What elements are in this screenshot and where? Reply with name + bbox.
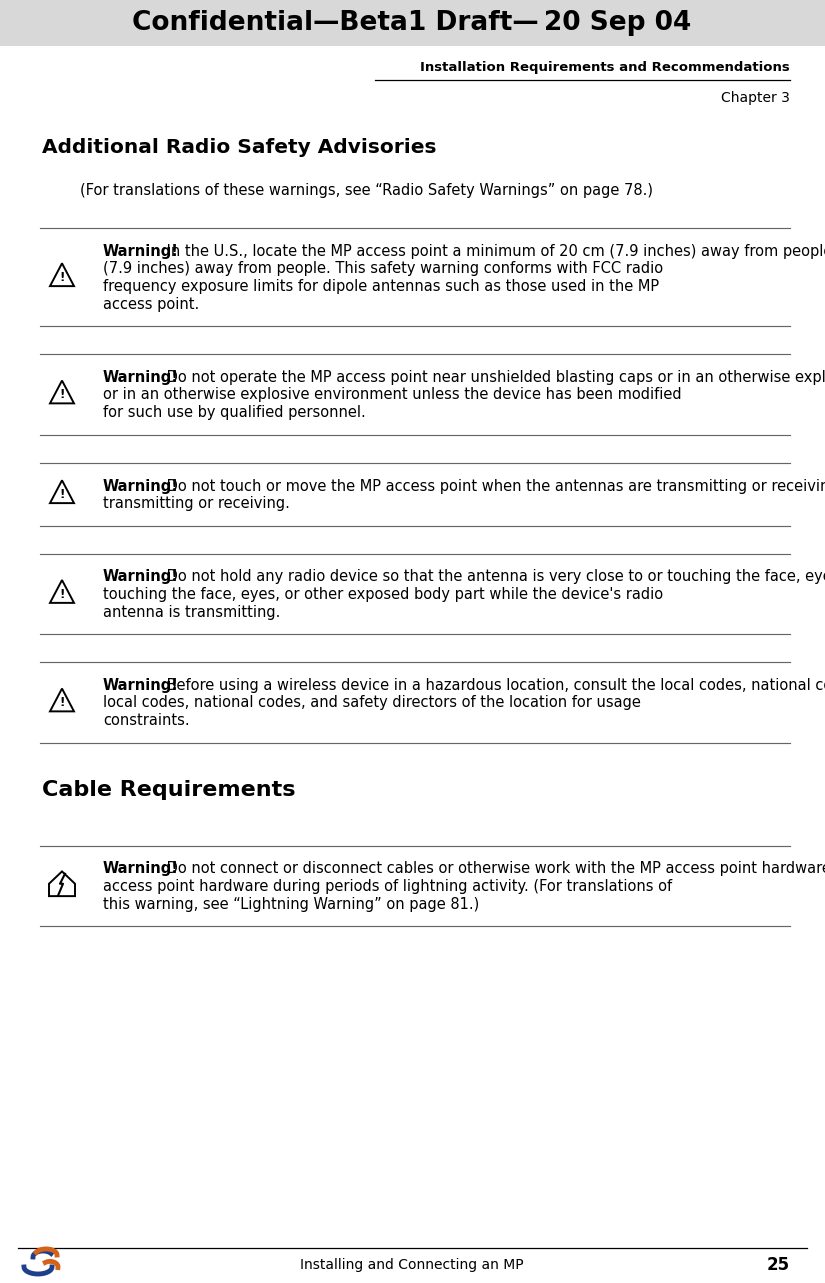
Text: !: ! [59,389,64,402]
Text: !: ! [59,488,64,500]
Text: access point hardware during periods of lightning activity. (For translations of: access point hardware during periods of … [103,879,672,894]
Text: Warning!: Warning! [103,570,179,585]
Text: !: ! [59,697,64,709]
Text: 25: 25 [767,1256,790,1274]
Text: or in an otherwise explosive environment unless the device has been modified: or in an otherwise explosive environment… [103,387,681,403]
Text: Installation Requirements and Recommendations: Installation Requirements and Recommenda… [420,62,790,74]
Text: Additional Radio Safety Advisories: Additional Radio Safety Advisories [42,139,436,157]
Text: (7.9 inches) away from people. This safety warning conforms with FCC radio: (7.9 inches) away from people. This safe… [103,262,663,277]
Text: frequency exposure limits for dipole antennas such as those used in the MP: frequency exposure limits for dipole ant… [103,278,659,294]
Text: Cable Requirements: Cable Requirements [42,780,295,801]
Text: (For translations of these warnings, see “Radio Safety Warnings” on page 78.): (For translations of these warnings, see… [80,183,653,198]
Text: transmitting or receiving.: transmitting or receiving. [103,497,290,511]
Text: !: ! [59,271,64,284]
Text: !: ! [59,588,64,600]
Text: Confidential—Beta1 Draft— 20 Sep 04: Confidential—Beta1 Draft— 20 Sep 04 [132,10,691,36]
Text: Chapter 3: Chapter 3 [721,91,790,105]
Text: Installing and Connecting an MP: Installing and Connecting an MP [300,1259,524,1271]
Text: Do not connect or disconnect cables or otherwise work with the MP access point h: Do not connect or disconnect cables or o… [162,861,825,876]
Text: constraints.: constraints. [103,713,190,727]
Text: for such use by qualified personnel.: for such use by qualified personnel. [103,405,365,420]
Text: Before using a wireless device in a hazardous location, consult the local codes,: Before using a wireless device in a haza… [162,677,825,693]
Text: touching the face, eyes, or other exposed body part while the device's radio: touching the face, eyes, or other expose… [103,588,663,602]
Text: antenna is transmitting.: antenna is transmitting. [103,604,280,620]
Text: access point.: access point. [103,296,200,312]
Text: Warning!: Warning! [103,244,179,259]
Text: this warning, see “Lightning Warning” on page 81.): this warning, see “Lightning Warning” on… [103,897,479,911]
Text: Do not operate the MP access point near unshielded blasting caps or in an otherw: Do not operate the MP access point near … [162,370,825,385]
Text: local codes, national codes, and safety directors of the location for usage: local codes, national codes, and safety … [103,695,641,711]
Text: Warning!: Warning! [103,370,179,385]
Text: Do not hold any radio device so that the antenna is very close to or touching th: Do not hold any radio device so that the… [162,570,825,585]
Text: Warning!: Warning! [103,861,179,876]
Text: In the U.S., locate the MP access point a minimum of 20 cm (7.9 inches) away fro: In the U.S., locate the MP access point … [162,244,825,259]
FancyBboxPatch shape [0,0,825,46]
Text: Warning!: Warning! [103,479,179,494]
Text: Do not touch or move the MP access point when the antennas are transmitting or r: Do not touch or move the MP access point… [162,479,825,494]
Text: Warning!: Warning! [103,677,179,693]
